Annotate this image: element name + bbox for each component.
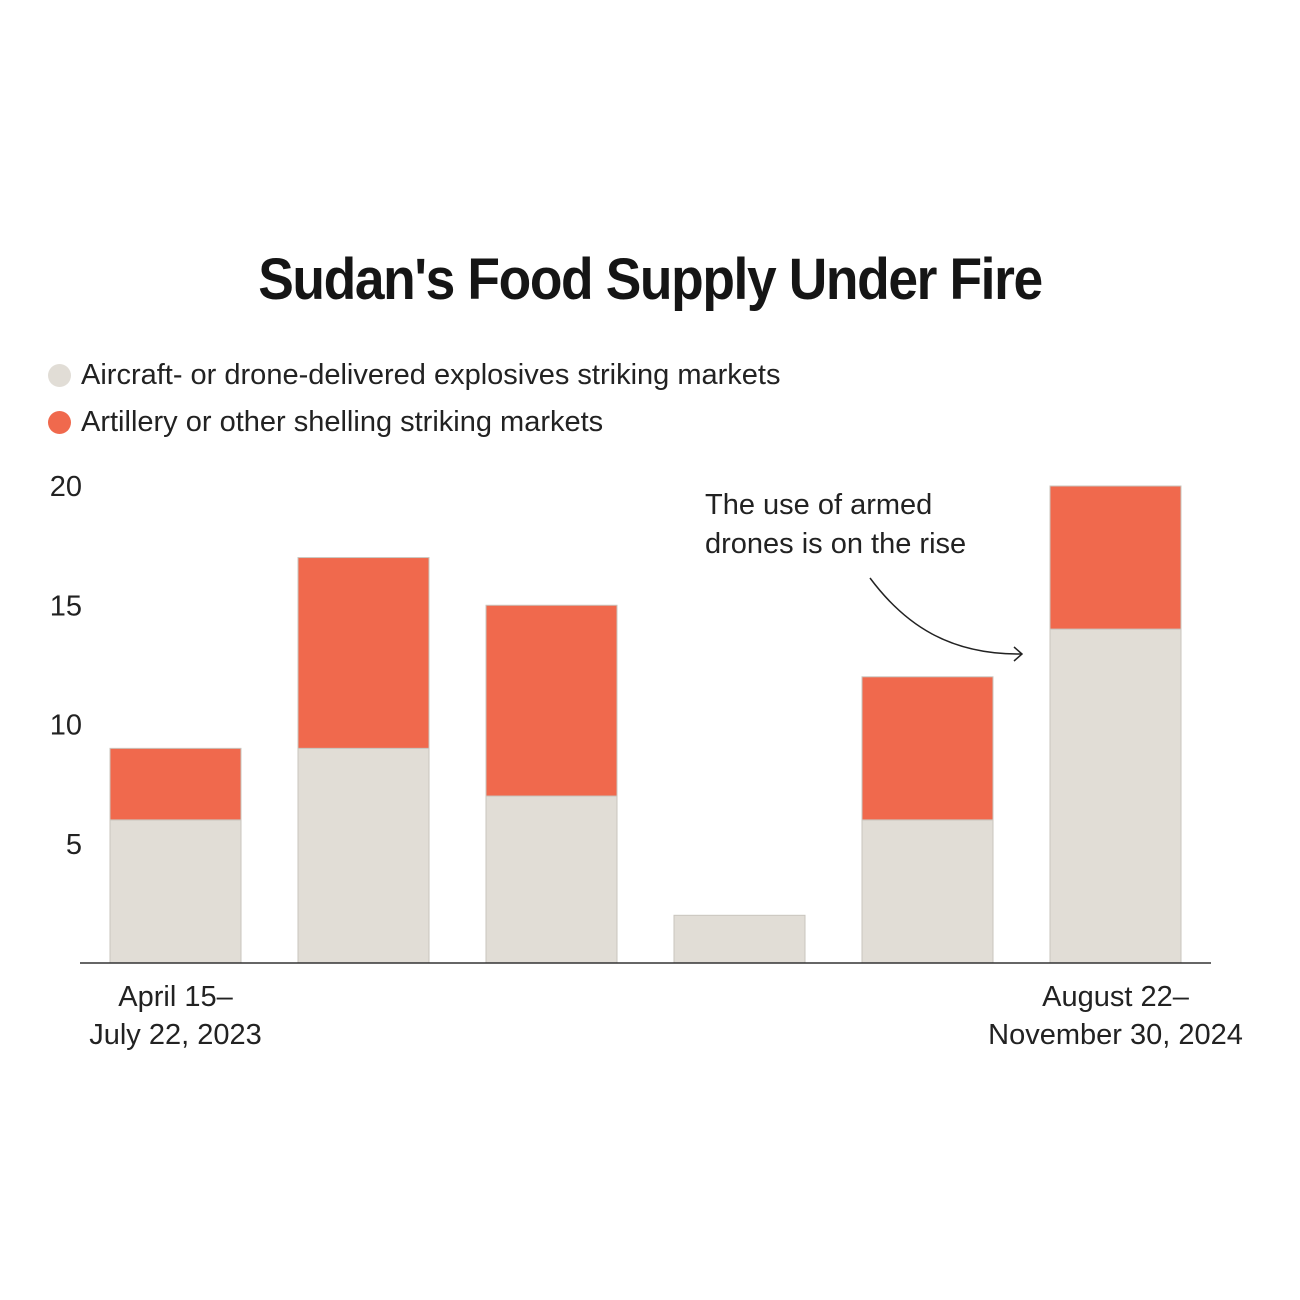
y-tick-label-10: 10: [50, 710, 82, 742]
bar-air-3: [673, 914, 806, 964]
bar-air-2: [485, 795, 618, 964]
x-label-line: November 30, 2024: [988, 1019, 1243, 1051]
bar-artillery-5: [1049, 485, 1182, 630]
y-tick-label-5: 5: [66, 829, 82, 861]
x-label-line: August 22–: [1042, 981, 1190, 1013]
legend-label-artillery: Artillery or other shelling striking mar…: [81, 406, 604, 438]
legend-swatch-air: [48, 364, 71, 387]
x-label-line: July 22, 2023: [89, 1019, 262, 1051]
legend-swatch-artillery: [48, 411, 71, 434]
annotation-arrowhead: [1013, 646, 1024, 662]
bar-air-5: [1049, 628, 1182, 964]
x-label-0: April 15– July 22, 2023: [89, 981, 262, 1051]
y-tick-label-20: 20: [50, 471, 82, 503]
chart-title: Sudan's Food Supply Under Fire: [258, 247, 1043, 312]
legend-label-air: Aircraft- or drone-delivered explosives …: [81, 359, 781, 391]
annotation-line: The use of armed: [705, 489, 932, 521]
annotation-line: drones is on the rise: [705, 528, 966, 560]
x-label-line: April 15–: [118, 981, 233, 1013]
bar-artillery-2: [485, 604, 618, 797]
bar-air-0: [109, 819, 242, 964]
legend: Aircraft- or drone-delivered explosives …: [48, 352, 780, 446]
legend-item-air: Aircraft- or drone-delivered explosives …: [48, 352, 780, 399]
bar-air-4: [861, 819, 994, 964]
annotation-text: The use of armed drones is on the rise: [705, 489, 966, 560]
x-label-5: August 22– November 30, 2024: [988, 981, 1243, 1051]
bar-artillery-0: [109, 747, 242, 821]
bar-artillery-4: [861, 676, 994, 821]
legend-item-artillery: Artillery or other shelling striking mar…: [48, 399, 780, 446]
bar-artillery-1: [297, 557, 430, 749]
annotation-arrow: [869, 577, 1023, 655]
bar-air-1: [297, 747, 430, 964]
y-tick-label-15: 15: [50, 590, 82, 622]
